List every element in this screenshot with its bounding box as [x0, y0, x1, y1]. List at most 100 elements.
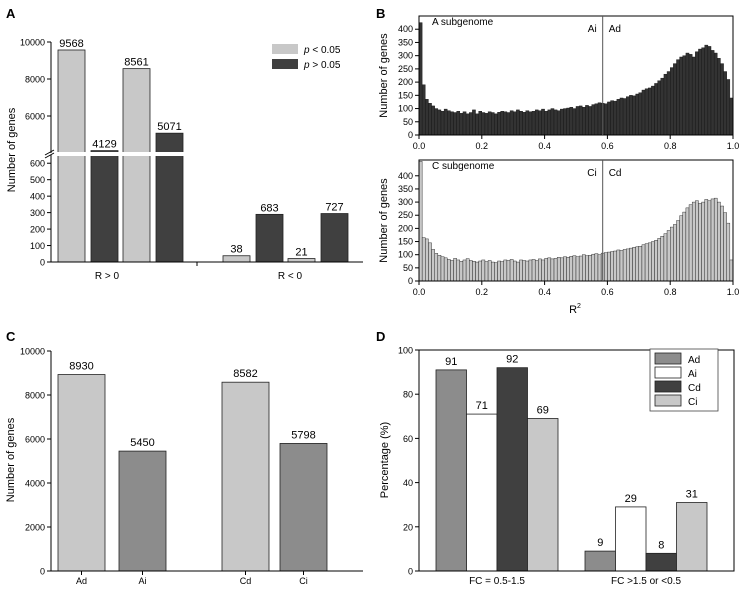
histogram-bar — [553, 258, 558, 282]
histogram-bar — [619, 97, 624, 136]
histogram-bar — [585, 105, 589, 136]
histogram-bar — [632, 247, 636, 282]
panel-b-chart: Ai AdA subgenome0501001502002503003504000… — [378, 15, 740, 316]
data-label: 29 — [625, 493, 637, 505]
histogram-bar — [723, 212, 727, 282]
histogram-bar — [638, 246, 643, 282]
histogram-bar — [691, 56, 696, 136]
histogram-bar — [516, 109, 520, 136]
histogram-bar — [710, 50, 715, 136]
histogram-bar — [506, 112, 511, 136]
legend-label: Ai — [688, 369, 697, 380]
legend-p: p — [303, 45, 310, 56]
histogram-bar — [519, 259, 523, 282]
histogram-bar — [679, 56, 683, 136]
histogram-bar — [569, 256, 574, 282]
histogram-bar — [556, 110, 561, 136]
region-label-left: Ci — [587, 168, 596, 179]
histogram-bar — [534, 260, 539, 282]
histogram-bar — [670, 67, 674, 136]
histogram-bar — [547, 257, 552, 282]
legend-swatch — [654, 352, 682, 365]
y-tick-label: 350 — [398, 37, 413, 47]
data-label: 727 — [325, 202, 343, 214]
y-tick-label: 50 — [403, 117, 413, 127]
y-tick-label: 350 — [398, 184, 413, 194]
histogram-bar — [613, 100, 618, 136]
x-category-label: FC = 0.5-1.5 — [469, 576, 525, 587]
subplot-title: A subgenome — [432, 17, 494, 28]
region-label-right: Ad — [609, 24, 621, 35]
histogram-bar — [682, 211, 687, 282]
x-tick-label: Ad — [76, 576, 87, 586]
bar-ad — [584, 550, 616, 572]
bar-ad — [57, 374, 106, 572]
region-label-right: Cd — [609, 168, 622, 179]
x-tick-label: Ci — [299, 576, 308, 586]
y-tick-label: 2000 — [25, 523, 45, 533]
histogram-bar — [472, 261, 476, 282]
histogram-bar — [531, 259, 536, 282]
y-tick-label: 6000 — [25, 435, 45, 445]
histogram-bar — [487, 111, 492, 136]
subplot-title: C subgenome — [432, 161, 495, 172]
panel-c-chart: 8930 Ad 5450 Ai 8582 Cd 5798 Ci 0 2000 4000 6000 800… — [5, 347, 363, 586]
histogram-bar — [676, 59, 680, 136]
bar-ad — [435, 369, 467, 572]
x-category-label: FC >1.5 or <0.5 — [611, 576, 681, 587]
data-label: 8 — [658, 539, 664, 551]
y-tick-label: 400 — [398, 171, 413, 181]
x-tick-label: 0.6 — [601, 287, 614, 297]
histogram-bar — [506, 260, 511, 282]
x-axis-label-sup: 2 — [577, 303, 581, 310]
histogram-bar — [538, 110, 542, 136]
axis-break-mark — [44, 149, 55, 156]
legend-swatch — [654, 380, 682, 393]
histogram-bar — [616, 249, 621, 282]
histogram-bar — [654, 240, 658, 282]
histogram-bar — [572, 108, 577, 136]
histogram-bar — [428, 103, 432, 136]
x-axis-label-base: R — [569, 304, 577, 316]
legend-label: p > 0.05 — [303, 60, 341, 71]
histogram-bar — [676, 220, 680, 282]
x-tick-label: 0.8 — [664, 287, 677, 297]
histogram-bar — [704, 199, 709, 282]
y-tick-label: 8000 — [25, 391, 45, 401]
legend-p: p — [303, 60, 310, 71]
y-tick-label: 200 — [398, 77, 413, 87]
y-axis-label: Number of genes — [6, 107, 18, 192]
histogram-bar — [437, 255, 442, 282]
histogram-bar — [456, 110, 461, 136]
panel-letter-b: B — [376, 6, 385, 21]
histogram-bar — [695, 51, 699, 136]
histogram-bar — [560, 108, 564, 136]
data-label: 21 — [295, 247, 307, 259]
plot-frame — [418, 15, 734, 136]
histogram-bar — [475, 261, 479, 282]
histogram-bar — [516, 261, 520, 282]
histogram-bar — [484, 261, 489, 282]
panel-d-chart: 91 71 92 69 FC = 0.5-1.5 9 29 8 31 FC >1.5 or <0.… — [379, 346, 735, 587]
histogram-bar — [494, 113, 498, 136]
data-label: 71 — [476, 400, 488, 412]
histogram-bar — [572, 255, 577, 282]
histogram-bar — [594, 253, 599, 282]
y-tick-label: 10000 — [20, 347, 45, 357]
histogram-bar — [717, 201, 721, 282]
legend-label: Ci — [688, 397, 697, 408]
histogram-bar — [701, 201, 705, 282]
histogram-bar — [569, 107, 574, 136]
histogram-bar — [547, 109, 552, 136]
bar-ci — [527, 418, 559, 572]
y-tick-label: 300 — [398, 51, 413, 61]
histogram-bar — [648, 242, 652, 282]
histogram-bar — [525, 110, 530, 136]
data-label: 9 — [597, 537, 603, 549]
histogram-bar — [425, 238, 429, 282]
histogram-bar — [563, 256, 567, 282]
histogram-bar — [465, 113, 470, 136]
legend-swatch — [272, 44, 298, 54]
bar-ci — [279, 443, 328, 572]
x-tick-label: 1.0 — [727, 287, 740, 297]
